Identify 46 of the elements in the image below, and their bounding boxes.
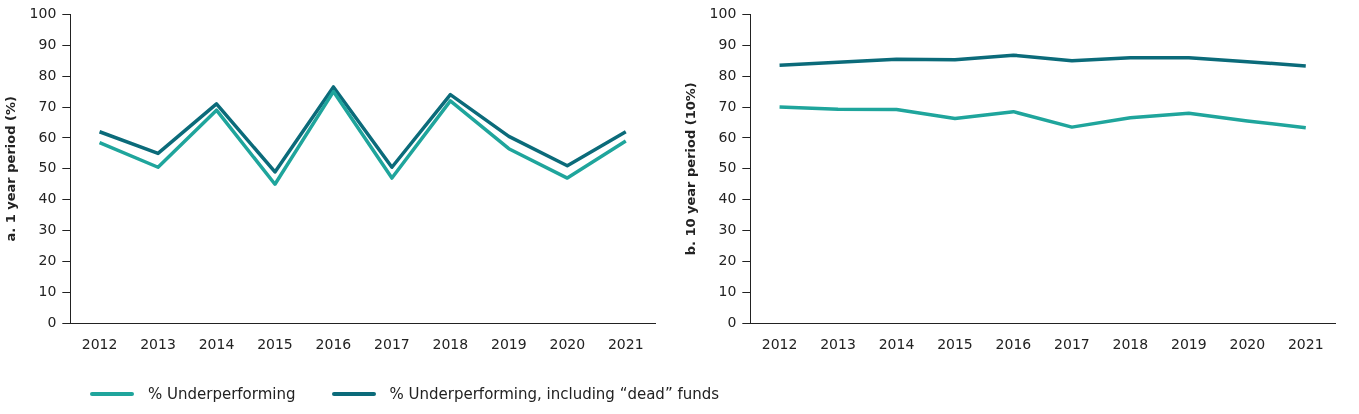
y-tick-label: 0 [47, 313, 57, 330]
y-tick-label: 0 [727, 313, 737, 330]
legend-label: % Underperforming, including “dead” funds [389, 385, 720, 403]
x-tick-label: 2017 [1054, 336, 1090, 353]
y-tick-label: 50 [718, 159, 737, 176]
x-tick-label: 2015 [937, 336, 973, 353]
y-tick-label: 60 [38, 128, 57, 145]
y-tick-label: 60 [718, 128, 737, 145]
y-tick-label: 50 [38, 159, 57, 176]
y-tick-label: 20 [718, 252, 737, 269]
y-tick-label: 100 [29, 5, 57, 22]
y-tick-label: 90 [718, 35, 737, 52]
x-tick-label: 2017 [374, 336, 410, 353]
legend-label: % Underperforming [148, 385, 296, 403]
x-tick-label: 2020 [549, 336, 586, 353]
x-tick-label: 2016 [995, 336, 1032, 353]
y-tick-label: 100 [709, 5, 737, 22]
y-tick-label: 20 [38, 252, 57, 269]
y-tick-label: 10 [38, 282, 57, 299]
y-tick-label: 10 [718, 282, 737, 299]
y-axis-title: b. 10 year period (10%) [683, 82, 699, 256]
x-tick-label: 2012 [81, 336, 118, 353]
x-tick-label: 2013 [820, 336, 856, 353]
x-tick-label: 2013 [140, 336, 176, 353]
y-tick-label: 30 [38, 221, 57, 238]
y-tick-label: 70 [38, 97, 57, 114]
y-tick-label: 80 [38, 66, 57, 83]
x-tick-label: 2016 [315, 336, 352, 353]
y-tick-label: 80 [718, 66, 737, 83]
y-tick-label: 40 [718, 190, 737, 207]
x-tick-label: 2021 [607, 336, 644, 353]
x-tick-label: 2014 [198, 336, 235, 353]
y-axis-title: a. 1 year period (%) [3, 96, 19, 242]
y-tick-label: 30 [718, 221, 737, 238]
x-tick-label: 2019 [1171, 336, 1207, 353]
y-tick-label: 90 [38, 35, 57, 52]
x-tick-label: 2014 [878, 336, 915, 353]
x-tick-label: 2012 [761, 336, 798, 353]
x-tick-label: 2018 [1112, 336, 1149, 353]
x-tick-label: 2020 [1229, 336, 1266, 353]
x-tick-label: 2019 [491, 336, 527, 353]
y-tick-label: 70 [718, 97, 737, 114]
x-tick-label: 2015 [257, 336, 293, 353]
x-tick-label: 2021 [1287, 336, 1324, 353]
y-tick-label: 40 [38, 190, 57, 207]
x-tick-label: 2018 [432, 336, 469, 353]
